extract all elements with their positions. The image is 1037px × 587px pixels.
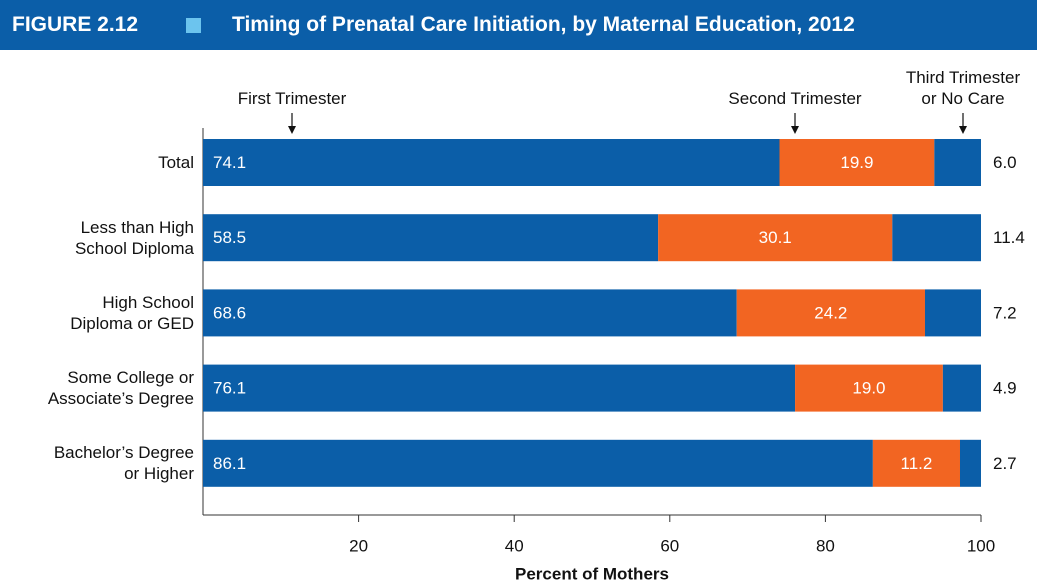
bar-segment — [658, 214, 893, 262]
bar-segment — [736, 289, 925, 337]
bar-segment — [203, 289, 737, 337]
bar-segment — [779, 139, 935, 186]
x-tick-label: 20 — [349, 536, 368, 555]
y-tick-label: Bachelor’s Degree or Higher — [53, 443, 194, 484]
value-label: 6.0 — [993, 153, 1017, 172]
y-tick-label: High School Diploma or GED — [70, 292, 194, 333]
bar-segment — [203, 364, 796, 412]
legend-arrowhead — [959, 126, 967, 134]
bar-segment — [934, 139, 981, 186]
bar-segment — [203, 139, 780, 186]
header-square — [186, 18, 201, 33]
figure-label: FIGURE 2.12 — [12, 13, 139, 36]
y-tick-label: Less than High School Diploma — [74, 217, 194, 258]
bar-segment — [924, 289, 981, 337]
legend-label: Second Trimester — [728, 89, 862, 108]
value-label: 2.7 — [993, 454, 1017, 473]
value-label: 11.2 — [901, 454, 933, 473]
bar-segment — [872, 439, 960, 487]
x-tick-label: 40 — [505, 536, 524, 555]
value-label: 76.1 — [213, 379, 246, 398]
x-tick-label: 80 — [816, 536, 835, 555]
bar-segment — [942, 364, 981, 412]
x-tick-label: 60 — [660, 536, 679, 555]
y-tick-label: Some College or Associate’s Degree — [47, 368, 194, 409]
value-label: 30.1 — [759, 228, 792, 247]
legend-arrowhead — [791, 126, 799, 134]
value-label: 4.9 — [993, 379, 1017, 398]
value-label: 68.6 — [213, 303, 246, 322]
bar-segment — [959, 439, 981, 487]
bar-segment — [892, 214, 981, 262]
legend-label: Third Trimester or No Care — [905, 68, 1021, 108]
value-label: 86.1 — [213, 454, 246, 473]
chart-title: Timing of Prenatal Care Initiation, by M… — [232, 13, 855, 36]
legend-label: First Trimester — [237, 89, 347, 108]
x-tick-label: 100 — [967, 536, 995, 555]
legend-arrowhead — [288, 126, 296, 134]
value-label: 58.5 — [213, 228, 246, 247]
value-label: 7.2 — [993, 303, 1017, 322]
value-label: 11.4 — [993, 228, 1025, 247]
x-axis-label: Percent of Mothers — [515, 564, 669, 583]
header: FIGURE 2.12 Timing of Prenatal Care Init… — [0, 0, 1037, 50]
value-label: 19.9 — [840, 153, 873, 172]
value-label: 74.1 — [213, 153, 246, 172]
value-label: 24.2 — [814, 303, 847, 322]
value-label: 19.0 — [852, 379, 885, 398]
bar-segment — [795, 364, 943, 412]
bar-segment — [203, 439, 873, 487]
bar-segment — [203, 214, 659, 262]
y-tick-label: Total — [158, 153, 194, 172]
